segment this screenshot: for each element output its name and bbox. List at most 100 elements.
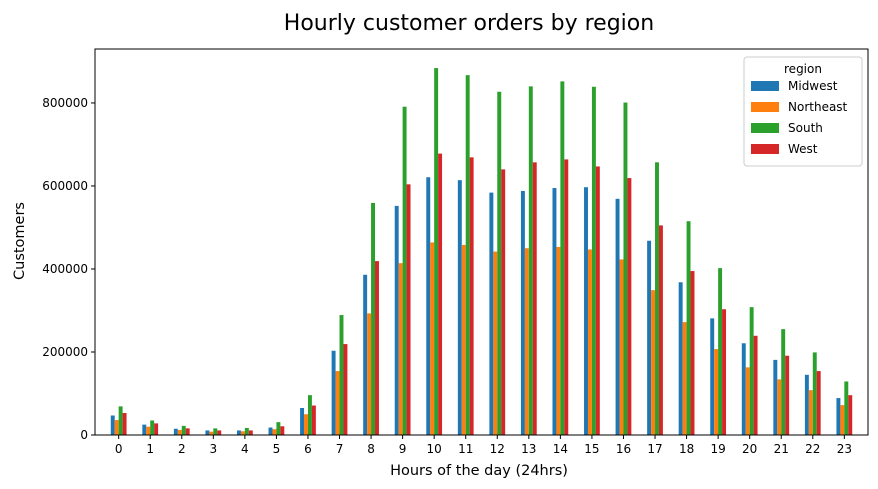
x-tick-label: 15 bbox=[584, 442, 599, 456]
bar-south-hour-0 bbox=[118, 406, 123, 435]
x-tick-label: 13 bbox=[521, 442, 536, 456]
x-tick-label: 0 bbox=[115, 442, 123, 456]
plot-frame bbox=[94, 48, 869, 436]
bar-midwest-hour-11 bbox=[457, 180, 462, 435]
bar-south-hour-19 bbox=[718, 268, 723, 435]
bar-northeast-hour-9 bbox=[398, 263, 403, 435]
bar-northeast-hour-19 bbox=[714, 349, 719, 435]
bar-west-hour-2 bbox=[185, 428, 190, 435]
y-tick-label: 400000 bbox=[42, 262, 88, 276]
bar-south-hour-10 bbox=[434, 68, 439, 435]
bar-northeast-hour-5 bbox=[272, 429, 277, 435]
x-axis-label: Hours of the day (24hrs) bbox=[390, 463, 568, 479]
bar-midwest-hour-20 bbox=[741, 343, 746, 435]
bar-midwest-hour-10 bbox=[426, 177, 431, 435]
bar-south-hour-11 bbox=[465, 75, 470, 436]
bar-northeast-hour-21 bbox=[777, 379, 782, 435]
x-tick-label: 4 bbox=[241, 442, 249, 456]
bar-south-hour-17 bbox=[655, 162, 659, 435]
y-tick-label: 200000 bbox=[42, 345, 88, 359]
bar-south-hour-21 bbox=[781, 329, 786, 435]
bar-south-hour-2 bbox=[181, 425, 186, 435]
bar-northeast-hour-22 bbox=[808, 390, 813, 435]
bar-northeast-hour-23 bbox=[840, 405, 845, 435]
bar-south-hour-20 bbox=[749, 307, 754, 435]
bar-south-hour-7 bbox=[339, 315, 344, 435]
bar-west-hour-16 bbox=[627, 178, 632, 435]
bar-west-hour-22 bbox=[816, 371, 821, 435]
bar-south-hour-3 bbox=[213, 428, 218, 435]
bar-midwest-hour-1 bbox=[142, 424, 147, 435]
x-tick-label: 19 bbox=[710, 442, 725, 456]
y-tick-label: 0 bbox=[80, 428, 88, 442]
bar-west-hour-12 bbox=[501, 169, 506, 435]
bar-northeast-hour-18 bbox=[682, 322, 687, 435]
bar-south-hour-16 bbox=[623, 102, 628, 435]
bar-northeast-hour-17 bbox=[651, 290, 656, 435]
bar-west-hour-9 bbox=[406, 184, 411, 435]
y-axis-label: Customers bbox=[12, 202, 28, 280]
bar-west-hour-6 bbox=[311, 405, 316, 435]
legend-swatch-northeast bbox=[751, 102, 779, 112]
bar-northeast-hour-6 bbox=[304, 414, 308, 435]
x-tick-label: 10 bbox=[427, 442, 442, 456]
bar-south-hour-6 bbox=[307, 395, 312, 435]
legend-swatch-west bbox=[751, 144, 779, 154]
legend-label-northeast: Northeast bbox=[788, 100, 848, 114]
bar-south-hour-1 bbox=[150, 420, 155, 435]
x-tick-label: 18 bbox=[679, 442, 694, 456]
bar-south-hour-9 bbox=[402, 106, 407, 435]
bar-northeast-hour-4 bbox=[240, 431, 245, 435]
x-tick-label: 23 bbox=[837, 442, 852, 456]
chart-title: Hourly customer orders by region bbox=[284, 11, 654, 36]
bar-midwest-hour-15 bbox=[584, 187, 588, 435]
legend: region Midwest Northeast South West bbox=[743, 56, 863, 167]
legend-title: region bbox=[784, 62, 822, 76]
bar-south-hour-23 bbox=[844, 381, 849, 435]
bar-northeast-hour-13 bbox=[524, 248, 529, 435]
x-tick-label: 22 bbox=[805, 442, 820, 456]
x-tick-label: 14 bbox=[553, 442, 568, 456]
bar-midwest-hour-14 bbox=[552, 188, 557, 435]
y-axis: 0 200000 400000 600000 800000 bbox=[42, 96, 95, 442]
bar-midwest-hour-21 bbox=[773, 359, 778, 435]
bar-northeast-hour-3 bbox=[209, 431, 214, 435]
x-tick-label: 17 bbox=[647, 442, 662, 456]
bar-west-hour-15 bbox=[595, 166, 600, 435]
bar-south-hour-8 bbox=[371, 202, 376, 435]
x-tick-label: 8 bbox=[367, 442, 375, 456]
bar-west-hour-20 bbox=[753, 335, 758, 435]
bar-west-hour-17 bbox=[658, 225, 663, 435]
x-tick-label: 5 bbox=[273, 442, 281, 456]
bar-west-hour-18 bbox=[690, 271, 695, 435]
bar-south-hour-18 bbox=[686, 221, 691, 435]
bar-west-hour-14 bbox=[564, 159, 569, 435]
bar-west-hour-8 bbox=[375, 261, 379, 435]
bar-northeast-hour-16 bbox=[619, 259, 624, 435]
bar-midwest-hour-6 bbox=[300, 408, 305, 435]
x-axis: 0 1 2 3 4 5 6 7 8 9 10 11 12 13 14 15 16 17 18 19 20 21 22 23 bbox=[115, 435, 852, 456]
x-tick-label: 6 bbox=[304, 442, 312, 456]
legend-label-west: West bbox=[788, 142, 818, 156]
bar-northeast-hour-7 bbox=[335, 371, 340, 435]
bar-west-hour-1 bbox=[154, 423, 159, 435]
bar-west-hour-3 bbox=[217, 430, 222, 435]
bar-midwest-hour-3 bbox=[205, 430, 210, 435]
bar-west-hour-4 bbox=[248, 430, 253, 435]
x-tick-label: 9 bbox=[399, 442, 407, 456]
bar-west-hour-0 bbox=[122, 413, 127, 435]
bar-south-hour-12 bbox=[497, 91, 502, 435]
x-tick-label: 11 bbox=[458, 442, 473, 456]
bar-south-hour-22 bbox=[812, 352, 817, 435]
legend-label-south: South bbox=[788, 121, 823, 135]
bar-west-hour-7 bbox=[343, 344, 348, 435]
bar-midwest-hour-9 bbox=[394, 205, 399, 435]
bar-west-hour-23 bbox=[848, 395, 853, 435]
bar-northeast-hour-12 bbox=[493, 251, 498, 435]
bar-midwest-hour-16 bbox=[615, 198, 620, 435]
bar-northeast-hour-11 bbox=[461, 244, 466, 435]
bar-northeast-hour-0 bbox=[114, 420, 119, 435]
bar-south-hour-5 bbox=[276, 422, 281, 435]
bar-west-hour-11 bbox=[469, 157, 474, 435]
